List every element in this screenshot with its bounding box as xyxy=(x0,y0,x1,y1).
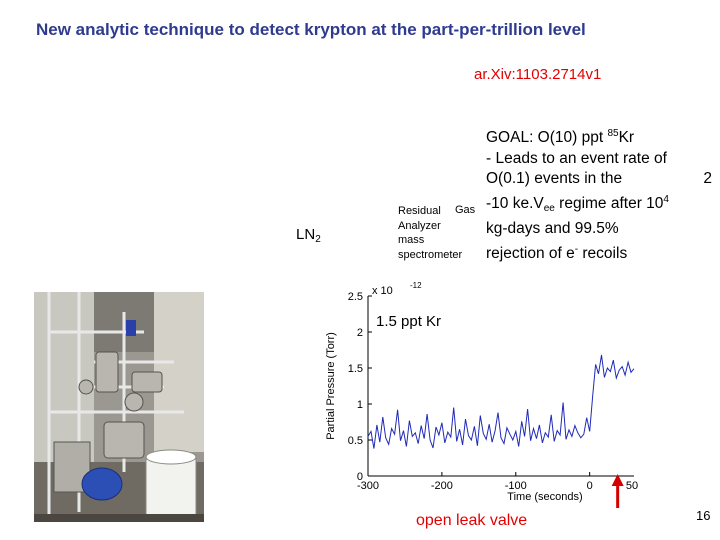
partial-pressure-chart: 0 0.5 1 1.5 2 2.5 -300 -200 -100 0 50 x 10 -12 Partia… xyxy=(325,281,638,508)
y-tick-label: 0 xyxy=(357,471,363,483)
y-exponent-label: x 10 xyxy=(372,285,393,297)
goal-line-1-text: GOAL: O(10) ppt xyxy=(486,129,608,146)
ln2-label-main: LN xyxy=(296,226,316,243)
goal-line-6-end: recoils xyxy=(578,244,628,262)
plot-area xyxy=(368,296,634,476)
x-axis-title: Time (seconds) xyxy=(507,491,582,503)
gas-label: Gas xyxy=(455,204,476,216)
goal-line-4-mid: regime after 10 xyxy=(554,194,664,212)
ln2-label: LN2 xyxy=(296,226,321,245)
goal-line-6: rejection of e- recoils xyxy=(486,240,712,265)
goal-line-5: kg-days and 99.5% xyxy=(486,220,619,238)
goal-line-3-text: O(0.1) events in the xyxy=(486,170,623,188)
instrument-label: Residual Analyzer mass spectrometer xyxy=(398,204,462,262)
page-number: 16 xyxy=(696,508,711,523)
goal-element: Kr xyxy=(618,129,635,146)
y-axis-title: Partial Pressure (Torr) xyxy=(325,332,337,440)
y-tick-label: 2 xyxy=(357,327,363,339)
goal-exponent: 4 xyxy=(663,193,669,205)
goal-line-3: O(0.1) events in the 2 xyxy=(486,169,712,190)
goal-line-4: -10 ke.Vee regime after 104 xyxy=(486,190,712,220)
x-tick-label: 50 xyxy=(626,480,638,492)
ln2-label-subscript: 2 xyxy=(315,234,321,245)
open-leak-valve-label: open leak valve xyxy=(416,512,528,529)
goal-line-4-text: -10 ke.V xyxy=(486,194,544,212)
y-tick-label: 1 xyxy=(357,399,363,411)
goal-line-2: - Leads to an event rate of xyxy=(486,149,667,167)
goal-text: GOAL: O(10) ppt 85Kr - Leads to an event… xyxy=(486,124,712,265)
x-tick-label: -200 xyxy=(431,480,453,492)
apparatus-photo xyxy=(34,292,204,522)
goal-kev-subscript: ee xyxy=(543,202,555,214)
goal-isotope-superscript: 85 xyxy=(607,128,619,139)
ppt-kr-annotation: 1.5 ppt Kr xyxy=(376,313,441,330)
y-exponent-power: -12 xyxy=(410,281,422,290)
y-tick-label: 0.5 xyxy=(348,435,363,447)
arxiv-reference[interactable]: ar.Xiv:1103.2714v1 xyxy=(474,66,602,83)
goal-line-6-text: rejection of e xyxy=(486,244,575,262)
goal-line-1: GOAL: O(10) ppt 85Kr xyxy=(486,124,712,149)
instrument-label-line: Analyzer xyxy=(398,219,441,232)
instrument-label-line: mass xyxy=(398,234,425,246)
apparatus-photo-drawing xyxy=(34,292,204,522)
leak-valve-arrow-head xyxy=(611,474,624,486)
pressure-series-line xyxy=(367,354,635,449)
y-tick-label: 2.5 xyxy=(348,291,363,303)
y-tick-label: 1.5 xyxy=(348,363,363,375)
instrument-label-line: Residual xyxy=(398,205,441,217)
x-tick-label: -100 xyxy=(505,480,527,492)
instrument-label-line: spectrometer xyxy=(398,248,463,261)
slide-title: New analytic technique to detect krypton… xyxy=(36,20,586,39)
x-tick-label: 0 xyxy=(587,480,593,492)
goal-line-3-number: 2 xyxy=(703,170,712,188)
goal-electron-superscript: - xyxy=(574,243,579,255)
x-tick-label: -300 xyxy=(357,480,379,492)
